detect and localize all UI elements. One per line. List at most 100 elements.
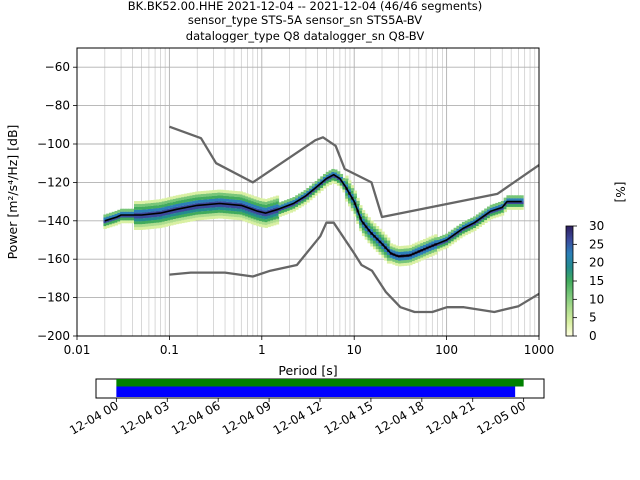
density-cell <box>178 214 182 218</box>
density-cell <box>350 190 355 194</box>
density-cell <box>103 226 107 230</box>
density-cell <box>195 200 199 204</box>
density-cell <box>348 197 352 201</box>
density-cell <box>181 217 185 221</box>
density-cell <box>150 199 155 203</box>
density-cell <box>439 241 444 245</box>
density-cell <box>245 204 249 208</box>
density-cell <box>270 203 274 207</box>
density-cell <box>425 249 430 253</box>
density-cell <box>431 246 435 250</box>
density-cell <box>506 195 510 199</box>
density-cell <box>375 240 380 244</box>
density-cell <box>431 241 435 245</box>
density-cloud <box>103 168 524 267</box>
density-cell <box>386 246 391 250</box>
density-cell <box>361 230 366 234</box>
density-cell <box>409 256 413 260</box>
density-cell <box>170 222 174 226</box>
density-cell <box>267 218 271 222</box>
density-cell <box>409 250 413 254</box>
density-cell <box>206 196 210 200</box>
x-tick-label: 1 <box>258 343 266 357</box>
density-cell <box>120 217 124 221</box>
density-cell <box>345 181 349 185</box>
density-cell <box>381 251 385 255</box>
timeline-bars <box>116 379 524 397</box>
density-cell <box>153 202 157 206</box>
density-cell <box>125 211 130 215</box>
density-cell <box>209 201 213 205</box>
density-cell <box>356 220 360 224</box>
density-cell <box>228 213 232 217</box>
density-cell <box>264 207 269 211</box>
density-cell <box>511 195 516 199</box>
density-cell <box>386 254 391 258</box>
density-cell <box>250 201 255 205</box>
density-cell <box>373 228 377 232</box>
density-cell <box>220 189 224 193</box>
density-cell <box>150 223 155 227</box>
density-cell <box>184 205 188 209</box>
density-cell <box>267 224 271 228</box>
density-cell <box>445 236 449 240</box>
density-cell <box>234 208 238 212</box>
density-cell <box>172 216 177 220</box>
density-cell <box>261 198 266 202</box>
density-cell <box>439 244 444 248</box>
density-cell <box>142 212 146 216</box>
density-cell <box>428 239 432 243</box>
density-cell <box>236 211 241 215</box>
density-cell <box>272 219 277 223</box>
density-cell <box>247 214 252 218</box>
density-cell <box>386 243 391 247</box>
density-cell <box>381 234 385 238</box>
density-cell <box>270 223 274 227</box>
density-cell <box>375 246 380 250</box>
density-cell <box>181 202 185 206</box>
density-cell <box>181 214 185 218</box>
density-cell <box>359 208 363 212</box>
density-cell <box>231 202 235 206</box>
density-cell <box>420 257 424 261</box>
density-cell <box>373 223 377 227</box>
density-cell <box>384 240 388 244</box>
density-cell <box>436 248 441 252</box>
timeline-tick-label: 12-04 00 <box>67 398 121 437</box>
density-cell <box>150 208 155 212</box>
density-cell <box>167 200 171 204</box>
density-cell <box>259 215 263 219</box>
density-cell <box>489 213 494 217</box>
density-cell <box>259 220 263 224</box>
density-cell <box>189 201 193 205</box>
density-cell <box>178 209 182 213</box>
density-cell <box>242 198 246 202</box>
density-cell <box>395 248 399 252</box>
density-cell <box>473 227 477 231</box>
density-cell <box>331 180 335 184</box>
density-cell <box>200 193 205 197</box>
density-cell <box>142 203 146 207</box>
density-cell <box>161 198 166 202</box>
density-cell <box>211 190 216 194</box>
density-cell <box>275 209 280 213</box>
density-cell <box>464 232 469 236</box>
density-cell <box>267 215 271 219</box>
density-cell <box>272 205 277 209</box>
density-cell <box>203 196 207 200</box>
density-cell <box>364 236 369 240</box>
density-cell <box>245 216 249 220</box>
density-cell <box>261 224 266 228</box>
density-cell <box>256 223 260 227</box>
density-cell <box>425 240 430 244</box>
density-cell <box>409 247 413 251</box>
density-cell <box>211 204 216 208</box>
density-cell <box>231 196 235 200</box>
density-cell <box>309 188 313 192</box>
density-cell <box>209 190 213 194</box>
density-cell <box>217 204 221 208</box>
density-cell <box>409 244 413 248</box>
density-cell <box>203 208 207 212</box>
density-cell <box>492 203 496 207</box>
density-cell <box>256 203 260 207</box>
